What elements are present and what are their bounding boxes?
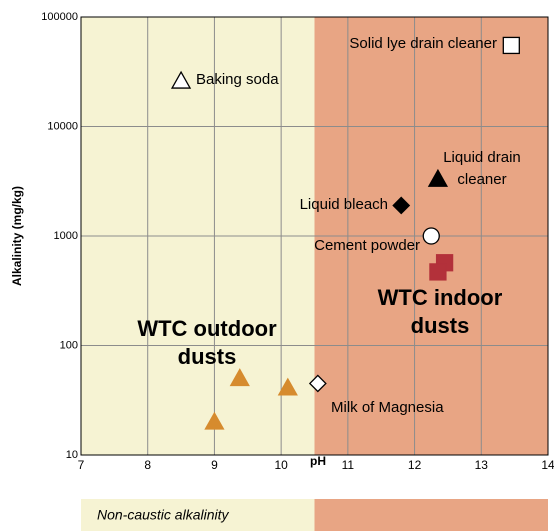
x-tick-label: 10 xyxy=(274,458,288,472)
square-marker xyxy=(502,36,520,55)
x-tick-label: 11 xyxy=(342,458,355,472)
y-tick-label: 1000 xyxy=(54,230,78,242)
point-label: WTC indoor dusts xyxy=(378,285,503,338)
point-label: Cement powder xyxy=(314,237,420,254)
plot-frame xyxy=(80,16,549,456)
y-tick-label: 100 xyxy=(60,339,78,351)
point-label: Baking soda xyxy=(196,71,279,88)
triangle-marker xyxy=(229,368,250,387)
point-label: WTC outdoor dusts xyxy=(137,316,277,369)
y-tick-label: 10000 xyxy=(47,120,78,132)
x-tick-label: 12 xyxy=(408,458,422,472)
region-band xyxy=(81,499,315,531)
y-tick-label: 100000 xyxy=(41,11,78,23)
triangle-marker xyxy=(170,70,192,89)
x-tick-label: 14 xyxy=(541,458,554,472)
diamond-marker xyxy=(392,196,411,215)
circle-marker xyxy=(422,227,440,245)
square-marker xyxy=(429,263,447,281)
x-tick-label: 9 xyxy=(211,458,218,472)
region-band xyxy=(314,499,548,531)
point-label: Milk of Magnesia xyxy=(331,399,444,416)
x-tick-label: 7 xyxy=(78,458,85,472)
point-label: Solid lye drain cleaner xyxy=(349,35,497,52)
y-axis-label: Alkalinity (mg/kg) xyxy=(10,186,24,286)
x-tick-label: 8 xyxy=(144,458,151,472)
triangle-marker xyxy=(427,168,449,187)
triangle-marker xyxy=(277,377,298,396)
triangle-marker xyxy=(204,411,225,430)
point-label: Liquid drain cleaner xyxy=(443,149,521,188)
diamond-marker xyxy=(308,374,327,393)
x-tick-label: 13 xyxy=(475,458,489,472)
x-axis-label: pH xyxy=(310,454,326,468)
y-tick-label: 10 xyxy=(66,449,78,461)
region-label: Non-caustic alkalinity xyxy=(97,507,229,523)
point-label: Liquid bleach xyxy=(300,196,388,213)
